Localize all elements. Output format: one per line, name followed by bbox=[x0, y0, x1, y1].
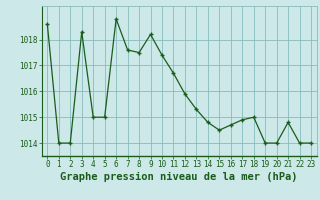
X-axis label: Graphe pression niveau de la mer (hPa): Graphe pression niveau de la mer (hPa) bbox=[60, 172, 298, 182]
